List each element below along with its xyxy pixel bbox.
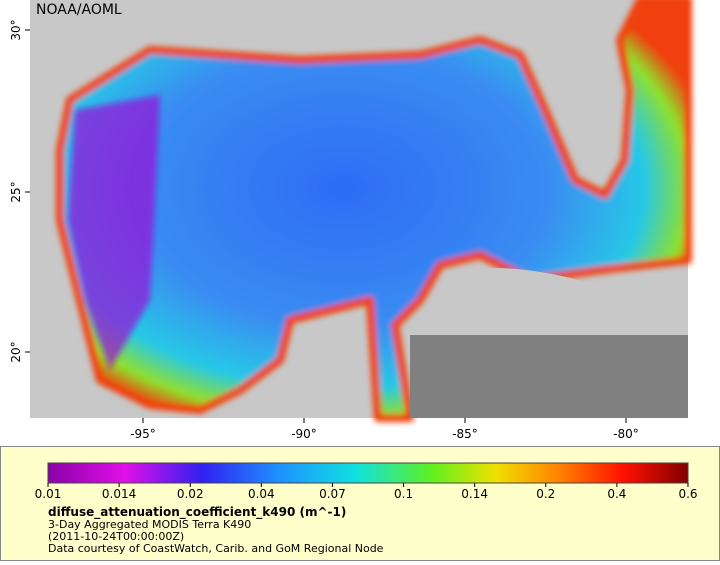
gulf-water [56,0,692,422]
colorbar-label: 0.4 [607,487,626,501]
colorbar-label: 0.14 [461,487,488,501]
no-data [410,335,688,418]
colorbar-label: 0.01 [35,487,62,501]
western-shelf [68,95,160,370]
colorbar-label: 0.04 [248,487,275,501]
colorbar-label: 0.07 [319,487,346,501]
axes: -95° -90° -85° -80° 30° 25° 20° [9,19,639,441]
x-tick-label: -85° [452,427,478,441]
x-tick-label: -90° [291,427,317,441]
colorbar-label: 0.014 [102,487,136,501]
credit: Data courtesy of CoastWatch, Carib. and … [48,542,384,555]
y-tick-label: 25° [9,181,23,202]
y-tick-label: 20° [9,341,23,362]
y-tick-label: 30° [9,19,23,40]
time: (2011-10-24T00:00:00Z) [48,530,184,543]
x-tick-label: -95° [130,427,156,441]
map: NOAA/AOML [30,0,692,422]
watermark: NOAA/AOML [36,2,122,18]
colorbar-labels: 0.01 0.014 0.02 0.04 0.07 0.1 0.14 0.2 0.4 0.6 [35,483,698,501]
colorbar-label: 0.02 [177,487,204,501]
variable: diffuse_attenuation_coefficient_k490 (m^… [48,505,346,520]
colorbar-label: 0.1 [394,487,413,501]
cuba [476,268,614,302]
colorbar-label: 0.2 [536,487,555,501]
colorbar-label: 0.6 [678,487,697,501]
x-tick-label: -80° [613,427,639,441]
colorbar [47,462,689,484]
description: 3-Day Aggregated MODIS Terra K490 [48,518,251,531]
